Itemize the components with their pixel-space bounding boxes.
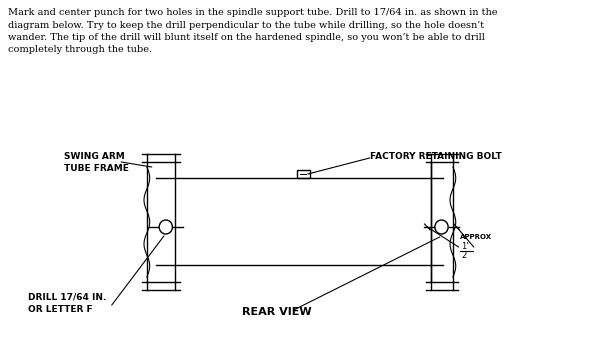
Text: DRILL 17/64 IN.
OR LETTER F: DRILL 17/64 IN. OR LETTER F <box>28 293 107 314</box>
Text: 1': 1' <box>461 242 469 251</box>
Text: REAR VIEW: REAR VIEW <box>241 307 311 317</box>
Text: Mark and center punch for two holes in the spindle support tube. Drill to 17/64 : Mark and center punch for two holes in t… <box>8 8 497 54</box>
Text: FACTORY RETAINING BOLT: FACTORY RETAINING BOLT <box>370 152 501 161</box>
Text: APPROX: APPROX <box>459 234 492 240</box>
Text: SWING ARM
TUBE FRAME: SWING ARM TUBE FRAME <box>65 152 129 173</box>
Bar <box>297 170 310 178</box>
Text: 2: 2 <box>461 251 467 260</box>
